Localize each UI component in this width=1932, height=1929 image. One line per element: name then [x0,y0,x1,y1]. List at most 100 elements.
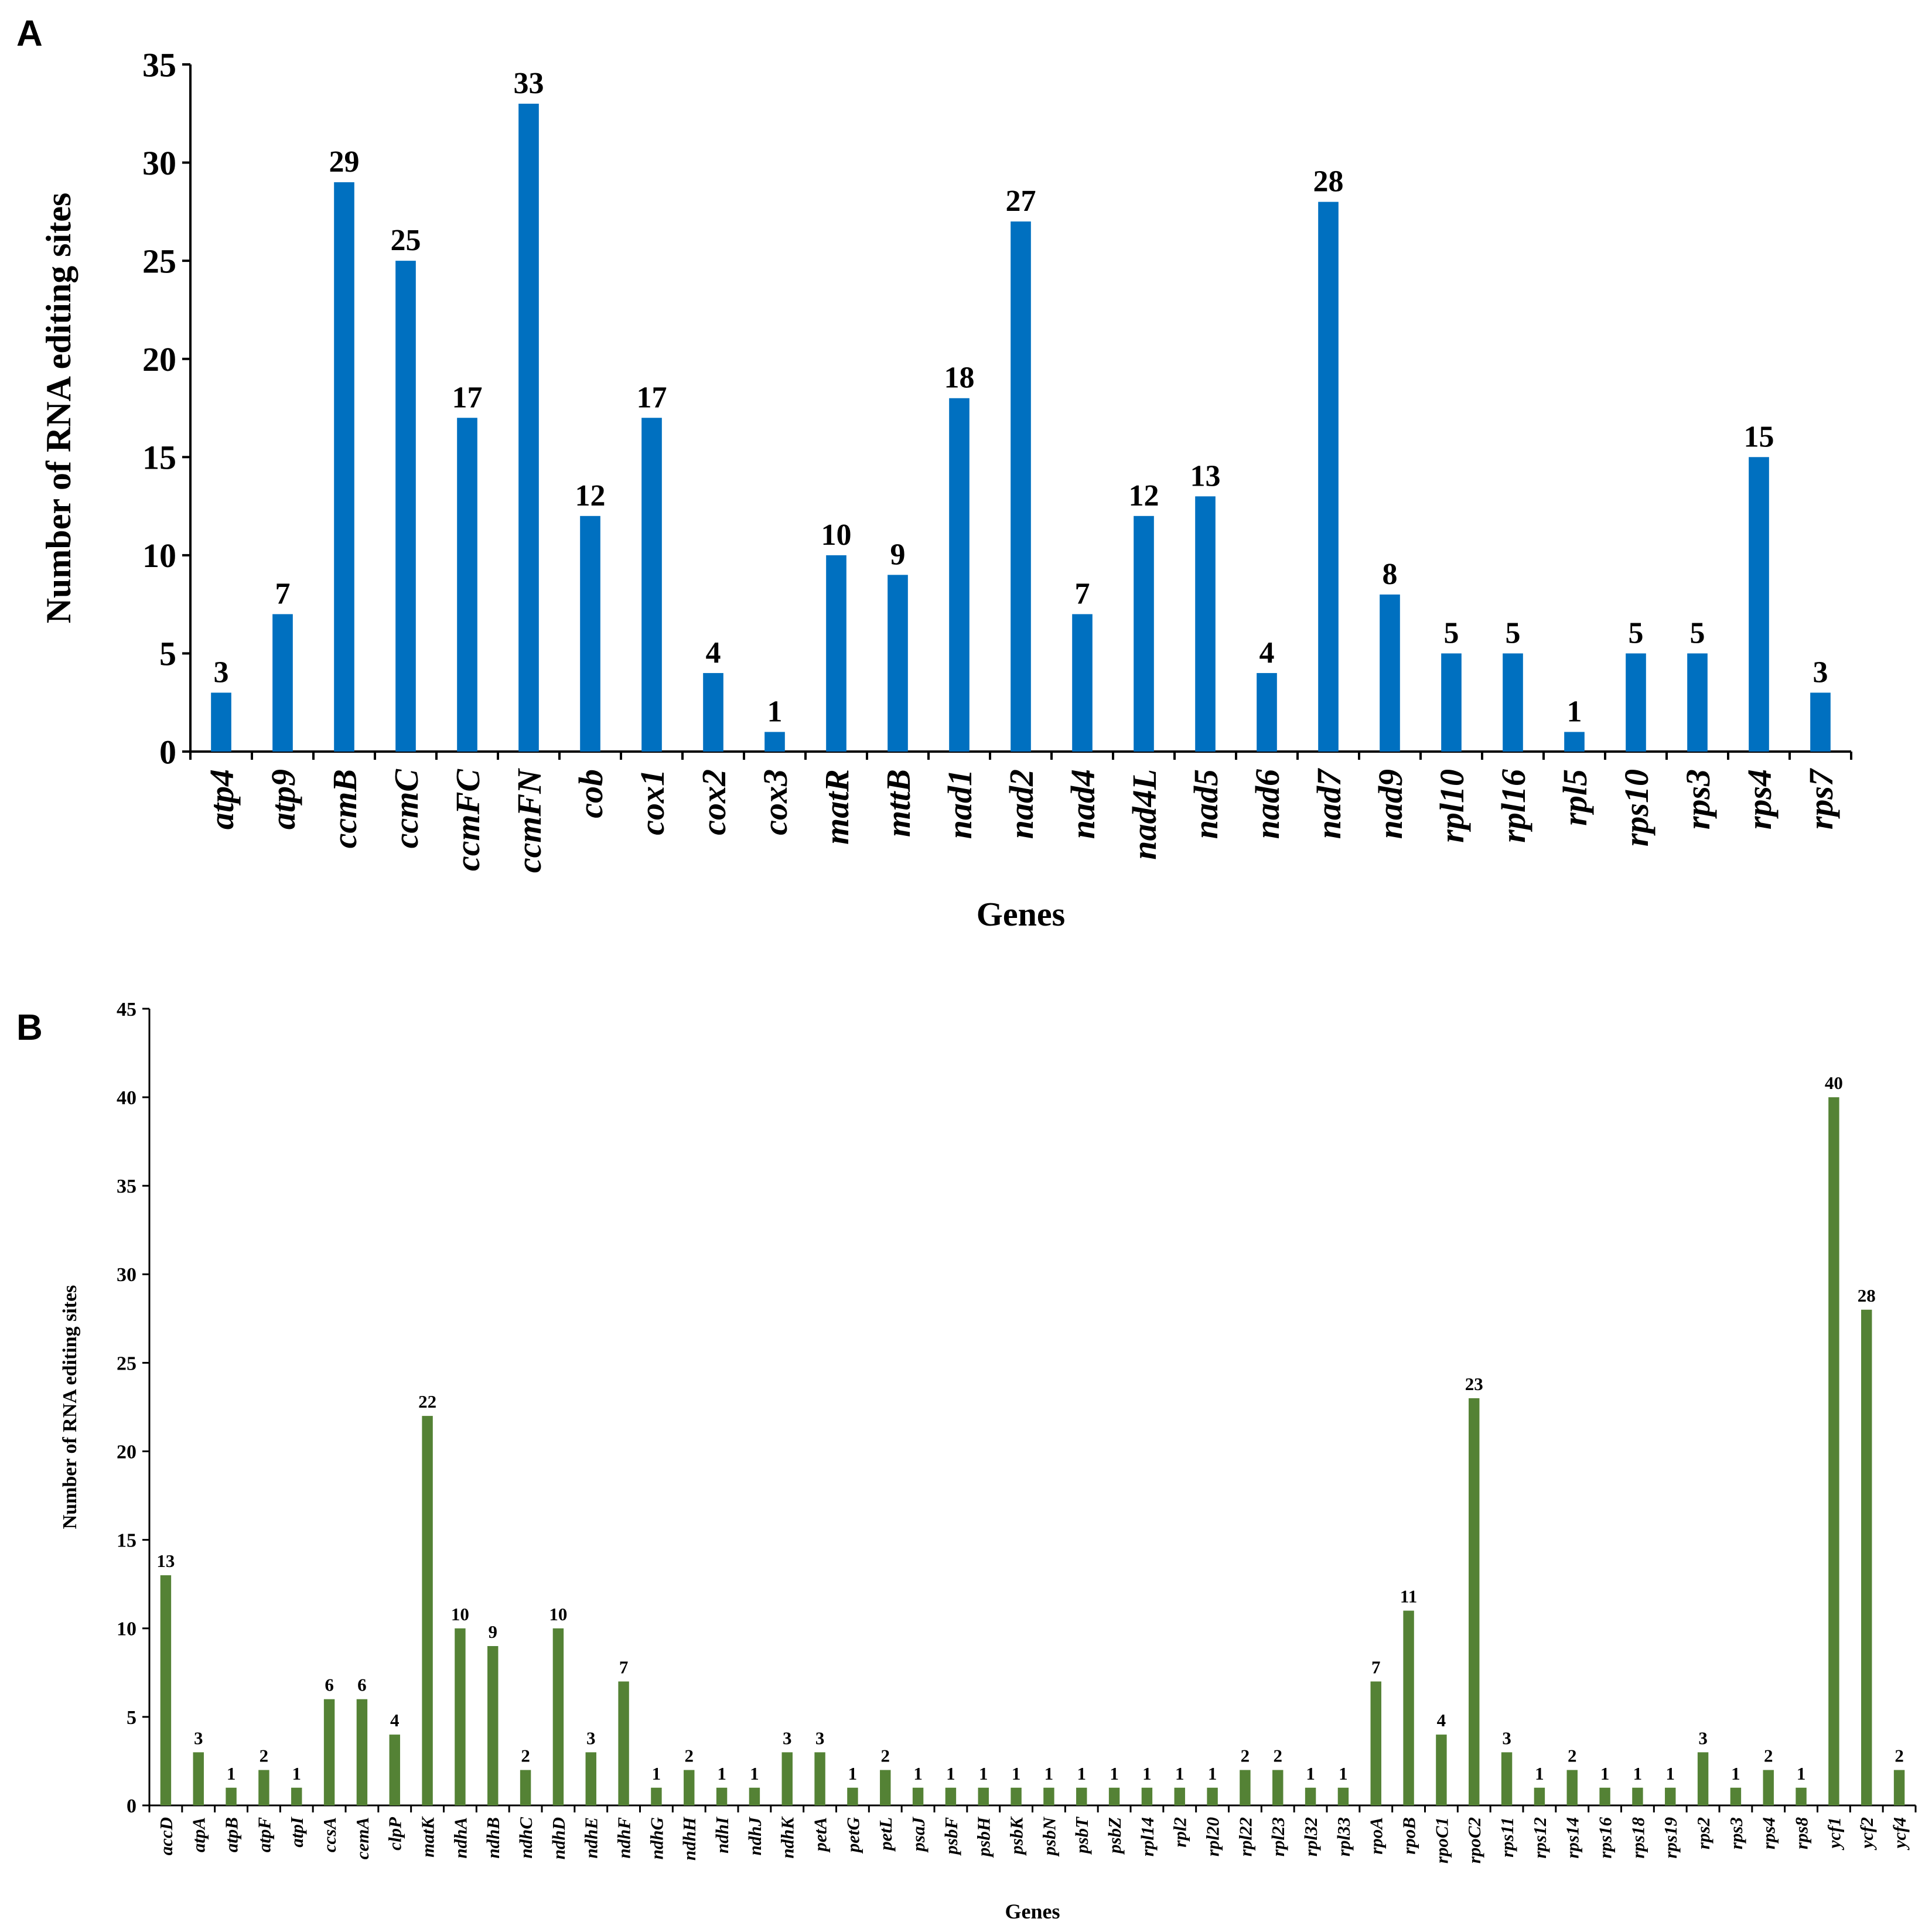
x-tick-label-ycf2: ycf2 [1856,1817,1877,1851]
data-label-rpl20: 1 [1208,1763,1217,1784]
bar-mttB [888,575,908,752]
x-tick-label-ccmFN: ccmFN [510,768,548,873]
bar-ndhD [552,1628,564,1805]
data-label-rps3: 1 [1731,1763,1740,1784]
panel-letter-a: A [16,13,43,54]
data-label-nad2: 27 [1006,185,1036,218]
bar-ndhE [585,1752,596,1805]
x-tick-label-rpl22: rpl22 [1235,1817,1255,1856]
data-label-rpl2: 1 [1175,1763,1185,1784]
x-tick-label-ndhK: ndhK [777,1816,798,1859]
bar-rps16 [1599,1787,1610,1805]
x-tick-label-ndhB: ndhB [483,1817,503,1859]
data-label-rpl22: 2 [1241,1746,1250,1766]
x-tick-label-mttB: mttB [879,769,917,837]
panel-letter-b: B [16,1008,43,1048]
chart-b: 05101520253035404513accD3atpA1atpB2atpF1… [59,999,1917,1923]
y-tick-label: 35 [117,1176,136,1197]
data-label-nad4L: 12 [1129,479,1159,513]
x-tick-label-nad7: nad7 [1310,768,1348,839]
data-label-ndhG: 1 [652,1763,661,1784]
bar-rps7 [1810,692,1831,752]
data-label-rps4: 2 [1764,1746,1773,1766]
bar-psaJ [912,1787,924,1805]
x-tick-label-rps16: rps16 [1595,1817,1615,1859]
x-tick-label-psbH: psbH [974,1817,994,1858]
data-label-nad4: 7 [1075,577,1090,610]
bar-ndhC [520,1770,531,1805]
data-label-nad6: 4 [1259,636,1275,670]
x-tick-label-rpl10: rpl10 [1433,769,1471,843]
bar-atpB [226,1787,237,1805]
x-tick-label-petA: petA [810,1817,830,1853]
y-tick-label: 30 [142,144,176,182]
bar-petA [814,1752,825,1805]
chart-a: 051015202530353atp47atp929ccmB25ccmC17cc… [39,46,1852,933]
bar-rpl16 [1503,653,1523,752]
x-tick-label-psbZ: psbZ [1104,1817,1125,1855]
x-tick-label-ndhC: ndhC [516,1817,536,1859]
x-tick-label-nad6: nad6 [1248,769,1286,839]
data-label-ndhF: 7 [619,1657,629,1677]
bar-rpoA [1370,1681,1381,1805]
data-label-ndhC: 2 [521,1746,530,1766]
x-tick-label-ycf1: ycf1 [1824,1817,1844,1851]
x-tick-label-cox2: cox2 [695,769,733,835]
bar-matK [422,1416,433,1805]
x-tick-label-ndhD: ndhD [548,1817,569,1859]
data-label-cox2: 4 [706,636,721,670]
y-axis-title: Number of RNA editing sites [59,1285,81,1529]
x-tick-label-psbN: psbN [1039,1816,1059,1857]
data-label-rps4: 15 [1744,420,1774,453]
bar-nad7 [1318,202,1339,752]
bar-matR [826,555,846,752]
x-tick-label-ndhF: ndhF [613,1817,634,1859]
data-label-ccmFC: 17 [452,381,483,414]
x-axis-title: Genes [977,895,1065,933]
x-tick-label-ndhH: ndhH [679,1817,699,1860]
x-tick-label-cox1: cox1 [633,769,671,835]
data-label-matK: 22 [418,1391,436,1412]
bar-nad6 [1257,672,1277,752]
bar-ycf2 [1861,1309,1872,1805]
x-tick-label-atpI: atpI [286,1817,307,1848]
x-tick-label-rps3: rps3 [1679,769,1717,829]
data-label-ndhA: 10 [451,1604,469,1624]
data-label-petG: 1 [848,1763,858,1784]
data-label-rps10: 5 [1629,616,1644,650]
x-tick-label-psaJ: psaJ [908,1817,929,1853]
bar-cox2 [703,672,723,752]
x-tick-label-rps19: rps19 [1660,1817,1681,1859]
bar-rps10 [1626,653,1646,752]
x-tick-label-ndhA: ndhA [450,1817,470,1859]
data-label-rpoC2: 23 [1465,1374,1483,1394]
data-label-nad9: 8 [1383,558,1398,591]
bar-rpl32 [1305,1787,1316,1805]
data-label-rps16: 1 [1600,1763,1610,1784]
bar-ndhI [716,1787,728,1805]
bar-nad9 [1380,594,1400,752]
data-label-atpI: 1 [292,1763,302,1784]
data-label-psbH: 1 [979,1763,988,1784]
data-label-psbT: 1 [1077,1763,1087,1784]
data-label-atpB: 1 [227,1763,236,1784]
data-label-ndhI: 1 [717,1763,726,1784]
y-tick-label: 5 [159,635,176,673]
bar-ndhB [487,1646,499,1805]
y-axis-title: Number of RNA editing sites [39,193,78,624]
x-tick-label-rps4: rps4 [1759,1817,1779,1849]
data-label-rps18: 1 [1633,1763,1643,1784]
bar-rpl33 [1337,1787,1349,1805]
bar-rps2 [1697,1752,1709,1805]
x-axis-title: Genes [1005,1900,1060,1923]
x-tick-label-rpl2: rpl2 [1170,1817,1190,1848]
data-label-rps7: 3 [1813,655,1828,689]
bar-rpl22 [1240,1770,1251,1805]
bar-ndhK [781,1752,793,1805]
bar-rps8 [1796,1787,1807,1805]
data-label-rpl23: 2 [1274,1746,1283,1766]
x-tick-label-cox3: cox3 [756,769,794,835]
bar-rpoC1 [1436,1735,1447,1805]
bar-psbK [1011,1787,1022,1805]
